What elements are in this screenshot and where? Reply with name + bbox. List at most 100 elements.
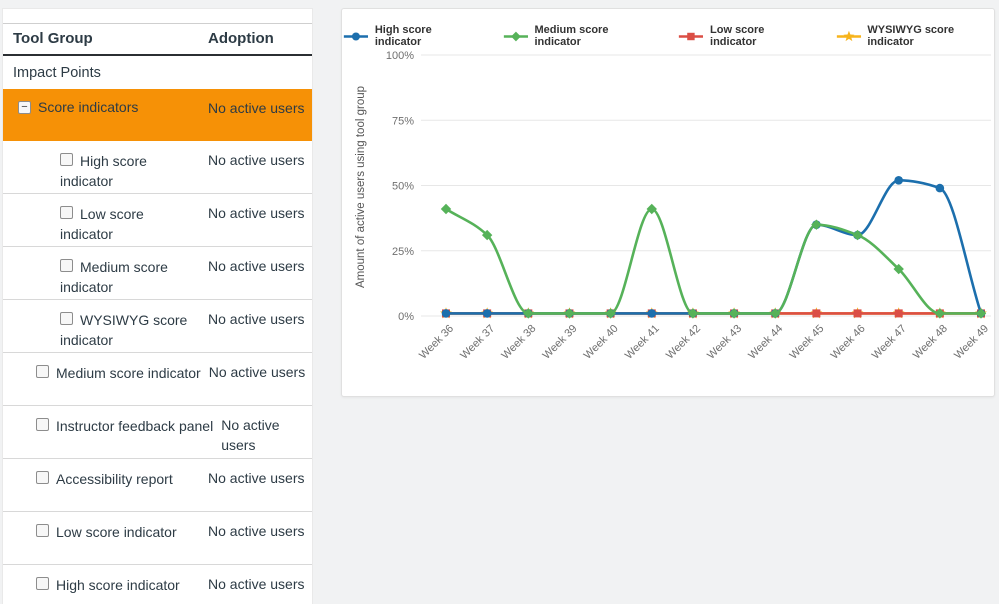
x-axis-tick-label: Week 44 <box>746 323 785 362</box>
tool-adoption-panel: Tool Group Adoption Impact Points − Score… <box>2 8 313 604</box>
y-axis-tick-label: 25% <box>392 246 414 258</box>
data-point-high-score-indicator <box>441 309 451 318</box>
x-axis-tick-label: Week 46 <box>829 323 868 362</box>
adoption-value: No active users <box>221 417 280 453</box>
x-axis-tick-label: Week 38 <box>499 323 538 362</box>
square-marker-icon <box>679 32 704 40</box>
collapse-toggle-icon[interactable] <box>36 418 49 431</box>
adoption-value: No active users <box>208 364 306 380</box>
adoption-value: No active users <box>208 311 305 327</box>
table-row-wysiwyg-score-indicator[interactable]: WYSIWYG score indicator No active users <box>3 300 312 353</box>
adoption-value: No active users <box>208 152 305 168</box>
y-axis-tick-label: 50% <box>392 181 414 193</box>
chart-legend: High score indicator Medium score indicat… <box>342 9 995 48</box>
collapse-toggle-icon[interactable] <box>60 312 73 325</box>
tool-name-label: Instructor feedback panel <box>56 418 214 434</box>
x-axis-tick-label: Week 49 <box>952 323 991 362</box>
table-row-low-score-indicator[interactable]: Low score indicator No active users <box>3 512 312 565</box>
table-header: Tool Group Adoption <box>3 23 312 56</box>
adoption-chart-panel: High score indicator Medium score indicat… <box>341 8 995 397</box>
x-axis-tick-label: Week 42 <box>664 323 703 362</box>
table-row-low-score-indicator[interactable]: Low score indicator No active users <box>3 194 312 247</box>
square-marker-glyph <box>687 32 695 40</box>
collapse-toggle-icon[interactable] <box>60 206 73 219</box>
data-point-high-score-indicator <box>935 183 945 193</box>
data-point-medium-score-indicator <box>687 308 699 319</box>
y-axis-tick-label: 75% <box>392 115 414 127</box>
data-point-medium-score-indicator <box>852 229 863 241</box>
data-point-low-score-indicator <box>894 309 903 318</box>
legend-item-wysiwyg-score-indicator[interactable]: WYSIWYG score indicator <box>835 24 995 48</box>
y-axis-title: Amount of active users using tool group <box>355 86 367 288</box>
data-point-medium-score-indicator <box>934 308 946 319</box>
collapse-toggle-icon[interactable] <box>60 153 73 166</box>
tool-name-label: WYSIWYG score indicator <box>60 312 188 348</box>
adoption-value: No active users <box>208 576 305 592</box>
collapse-toggle-icon[interactable] <box>60 259 73 272</box>
data-point-medium-score-indicator <box>440 203 452 215</box>
data-point-medium-score-indicator <box>728 308 740 319</box>
x-axis-tick-label: Week 39 <box>541 323 580 362</box>
adoption-value: No active users <box>208 205 305 221</box>
table-row-high-score-indicator[interactable]: High score indicator No active users <box>3 565 312 604</box>
series-line-medium-score-indicator <box>444 207 983 315</box>
data-point-medium-score-indicator <box>975 308 987 319</box>
adoption-value: No active users <box>208 258 305 274</box>
adoption-column-header: Adoption <box>208 30 274 47</box>
adoption-value: No active users <box>208 470 305 486</box>
tool-group-column-header: Tool Group <box>13 30 93 47</box>
tool-name-label: Medium score indicator <box>60 259 168 295</box>
collapse-toggle-icon[interactable] <box>36 365 49 378</box>
group-label: Impact Points <box>13 65 101 81</box>
x-axis-tick-label: Week 48 <box>911 323 950 362</box>
data-point-medium-score-indicator <box>605 308 616 319</box>
table-row-medium-score-indicator[interactable]: Medium score indicator No active users <box>3 247 312 300</box>
series-high-score-indicator <box>441 175 986 318</box>
tool-name-label: Low score indicator <box>60 206 144 242</box>
legend-label: Medium score indicator <box>534 24 609 48</box>
table-body: − Score indicators No active users High s… <box>3 89 312 604</box>
legend-label: Low score indicator <box>710 24 765 48</box>
data-point-high-score-indicator <box>482 309 492 318</box>
collapse-toggle-icon[interactable] <box>36 577 49 590</box>
x-axis-tick-label: Week 40 <box>582 323 621 362</box>
x-axis-tick-label: Week 45 <box>787 323 826 362</box>
legend-label: WYSIWYG score indicator <box>867 24 955 48</box>
tool-name-label: Low score indicator <box>56 524 177 540</box>
collapse-toggle-icon[interactable]: − <box>18 101 31 114</box>
tool-name-label: Accessibility report <box>56 471 173 487</box>
data-point-medium-score-indicator <box>481 229 493 241</box>
adoption-value: No active users <box>208 100 305 116</box>
table-row-medium-score-indicator[interactable]: Medium score indicator No active users <box>3 353 312 406</box>
tool-name-label: Score indicators <box>38 99 139 115</box>
star-marker-glyph <box>842 30 854 41</box>
tool-name-label: High score indicator <box>56 577 180 593</box>
data-point-medium-score-indicator <box>811 219 822 230</box>
table-row-score-indicators[interactable]: − Score indicators No active users <box>3 89 312 141</box>
y-axis-tick-label: 100% <box>386 50 414 62</box>
circle-marker-glyph <box>351 32 360 40</box>
table-row-instructor-feedback-panel[interactable]: Instructor feedback panel No active user… <box>3 406 312 459</box>
table-row-accessibility-report[interactable]: Accessibility report No active users <box>3 459 312 512</box>
x-axis-tick-label: Week 43 <box>705 323 744 362</box>
legend-label: High score indicator <box>374 24 432 48</box>
data-point-medium-score-indicator <box>564 308 575 319</box>
data-point-high-score-indicator <box>647 309 657 318</box>
star-marker-icon <box>836 30 861 41</box>
collapse-toggle-icon[interactable] <box>36 524 49 537</box>
tool-name-label: Medium score indicator <box>56 365 201 381</box>
x-axis-tick-label: Week 37 <box>458 323 497 362</box>
y-axis-tick-label: 0% <box>398 311 414 323</box>
legend-item-high-score-indicator[interactable]: High score indicator <box>342 24 474 48</box>
legend-item-medium-score-indicator[interactable]: Medium score indicator <box>502 24 650 48</box>
data-point-low-score-indicator <box>853 309 862 318</box>
data-point-high-score-indicator <box>894 175 903 185</box>
series-line-high-score-indicator <box>444 178 983 315</box>
adoption-value: No active users <box>208 523 305 539</box>
collapse-toggle-icon[interactable] <box>36 471 49 484</box>
table-row-high-score-indicator[interactable]: High score indicator No active users <box>3 141 312 194</box>
legend-item-low-score-indicator[interactable]: Low score indicator <box>677 24 806 48</box>
table-group-row-impact-points: Impact Points <box>3 56 312 89</box>
circle-marker-icon <box>343 32 369 40</box>
